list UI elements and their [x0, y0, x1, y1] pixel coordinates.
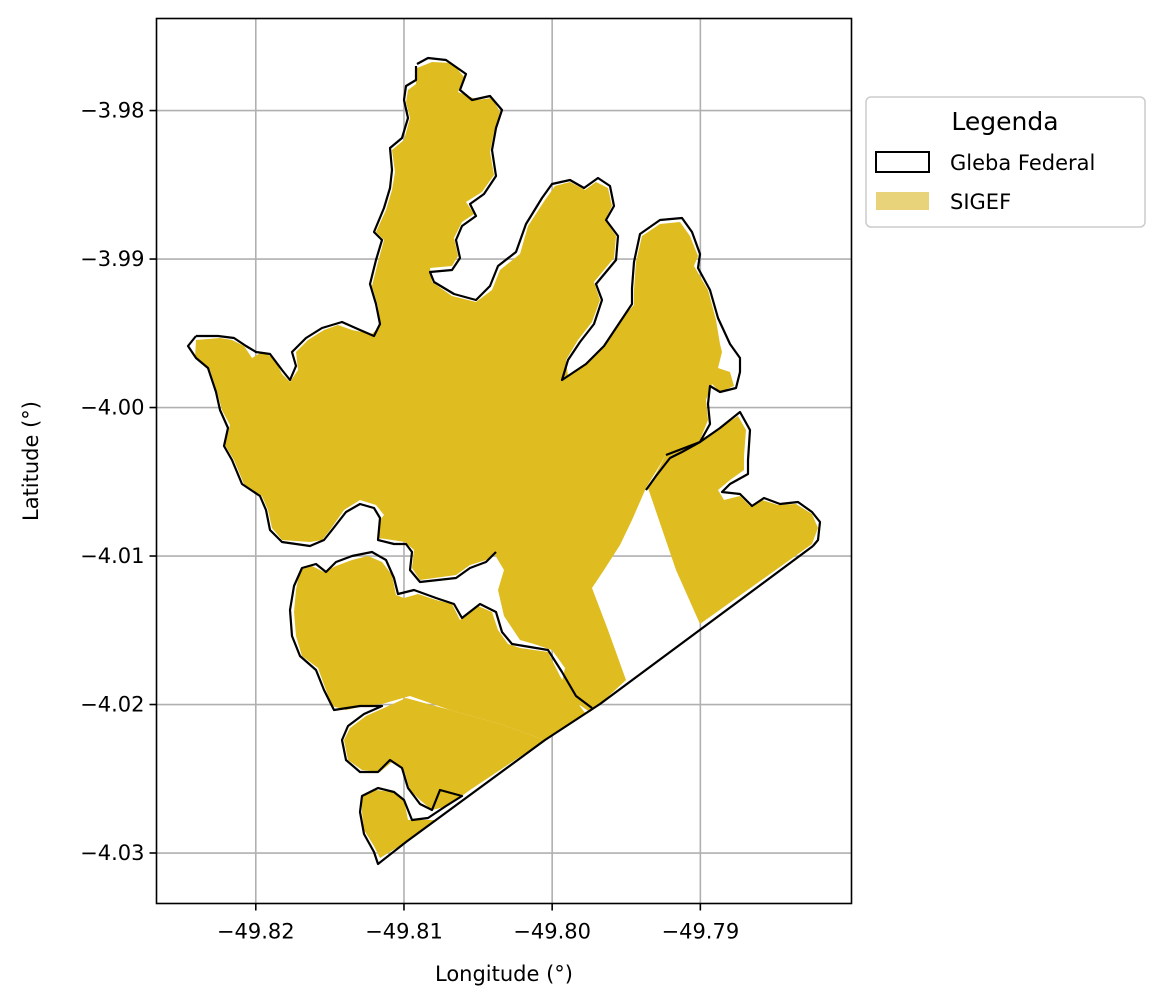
sigef-south-block — [294, 556, 586, 740]
x-tick-label: −49.79 — [661, 920, 739, 944]
y-tick-label: −4.02 — [80, 693, 144, 717]
y-tick-label: −4.01 — [80, 544, 144, 568]
gleba-federal-outline — [186, 56, 822, 866]
y-tick-label: −3.98 — [80, 99, 144, 123]
y-tick-label: −3.99 — [80, 247, 144, 271]
sigef-polygons — [195, 62, 818, 858]
gleba-outline-main — [416, 56, 742, 491]
x-axis-ticks: −49.82 −49.81 −49.80 −49.79 — [217, 903, 739, 944]
sigef-east-block — [648, 416, 818, 624]
x-tick-label: −49.81 — [365, 920, 443, 944]
x-tick-label: −49.82 — [217, 920, 295, 944]
legend-gleba-label: Gleba Federal — [950, 151, 1095, 175]
sigef-main-area — [195, 62, 734, 712]
legend-gleba-swatch — [875, 151, 930, 173]
y-axis-ticks: −3.98 −3.99 −4.00 −4.01 −4.02 −4.03 — [80, 99, 157, 865]
legend-title: Legenda — [951, 107, 1058, 136]
y-tick-label: −4.00 — [80, 396, 144, 420]
gleba-outline-east — [665, 410, 822, 547]
legend: Legenda Gleba Federal SIGEF — [865, 96, 1146, 228]
legend-box — [865, 96, 1146, 228]
sigef-south-tip — [362, 790, 436, 858]
plot-frame — [155, 17, 853, 905]
gleba-outline-inner-west — [186, 335, 497, 584]
x-axis-label: Longitude (°) — [435, 962, 573, 986]
legend-sigef-label: SIGEF — [950, 190, 1011, 214]
y-tick-label: −4.03 — [80, 841, 144, 865]
x-tick-label: −49.80 — [513, 920, 591, 944]
legend-sigef-swatch — [876, 192, 929, 210]
y-axis-label: Latitude (°) — [19, 401, 43, 521]
gleba-outline-diagonal — [288, 545, 814, 866]
sigef-southwest-block — [344, 698, 545, 810]
gleba-outline-west — [196, 66, 418, 382]
